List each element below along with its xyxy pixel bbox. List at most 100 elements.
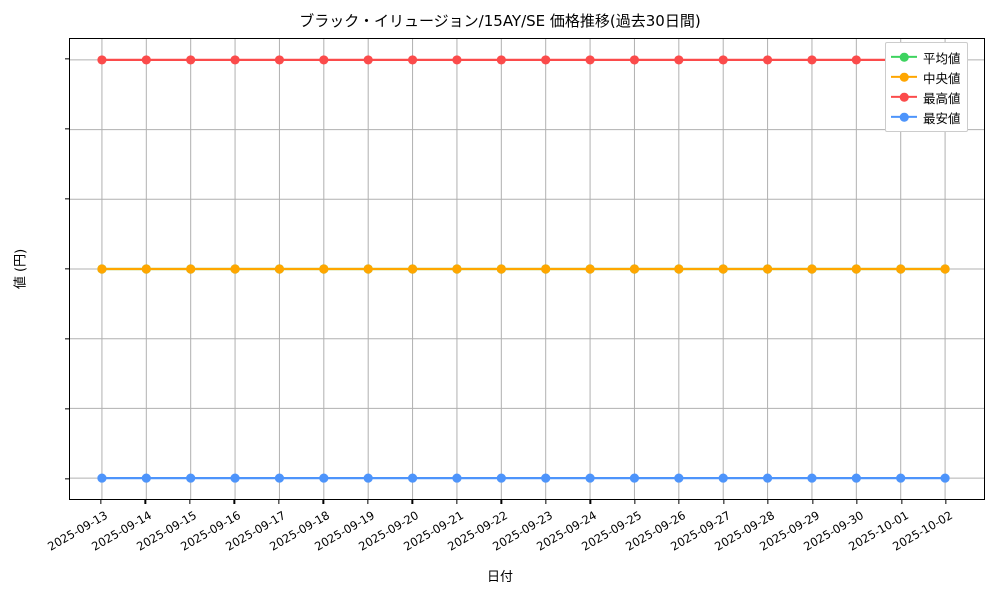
data-point-marker xyxy=(274,55,285,65)
data-point-marker xyxy=(363,264,373,274)
data-point-marker xyxy=(274,473,285,483)
data-point-marker xyxy=(807,264,817,274)
data-point-marker xyxy=(319,264,329,274)
data-point-marker xyxy=(940,473,950,483)
data-point-marker xyxy=(762,473,773,483)
data-point-marker xyxy=(541,473,551,483)
series-3 xyxy=(97,55,950,65)
x-tick-mark xyxy=(367,500,369,504)
chart-title: ブラック・イリュージョン/15AY/SE 価格推移(過去30日間) xyxy=(299,12,701,30)
data-point-marker xyxy=(230,264,240,274)
x-tick-mark xyxy=(144,500,147,504)
data-point-marker xyxy=(363,55,373,65)
data-point-marker xyxy=(230,473,240,483)
data-point-marker xyxy=(674,264,684,274)
data-point-marker xyxy=(319,55,329,65)
x-tick-mark xyxy=(233,500,236,504)
data-point-marker xyxy=(585,264,595,274)
data-point-marker xyxy=(718,473,728,483)
legend-item-4[interactable]: 最安値 xyxy=(891,107,961,127)
data-point-marker xyxy=(629,55,640,65)
x-tick-mark xyxy=(322,500,325,504)
x-tick-mark xyxy=(278,500,280,504)
data-point-marker xyxy=(807,55,817,65)
data-point-marker xyxy=(452,55,462,65)
data-point-marker xyxy=(319,473,329,483)
x-tick-mark xyxy=(900,500,903,504)
x-tick-mark xyxy=(100,500,102,504)
legend-marker-dot xyxy=(899,92,909,102)
legend-item-2[interactable]: 中央値 xyxy=(891,67,961,87)
data-point-marker xyxy=(496,55,506,65)
legend-label: 平均値 xyxy=(923,50,961,66)
y-tick-mark xyxy=(65,408,69,410)
data-point-marker xyxy=(585,473,595,483)
data-point-marker xyxy=(186,473,196,483)
y-tick-mark xyxy=(65,198,69,200)
legend-marker-dot xyxy=(899,112,909,122)
data-series-layer xyxy=(97,55,950,483)
data-point-marker xyxy=(141,473,151,483)
data-point-marker xyxy=(97,473,107,483)
data-point-marker xyxy=(851,55,861,65)
data-point-marker xyxy=(629,264,640,274)
data-point-marker xyxy=(363,473,373,483)
data-point-marker xyxy=(629,473,640,483)
legend-swatch-icon xyxy=(891,70,917,84)
data-point-marker xyxy=(97,264,107,274)
data-point-marker xyxy=(896,473,906,483)
series-2 xyxy=(97,264,950,274)
data-point-marker xyxy=(940,264,950,274)
data-point-marker xyxy=(186,55,196,65)
x-tick-mark xyxy=(411,500,413,504)
data-point-marker xyxy=(452,264,462,274)
data-point-marker xyxy=(674,473,684,483)
y-tick-mark xyxy=(65,338,69,340)
legend-swatch-icon xyxy=(891,90,917,104)
data-point-marker xyxy=(674,55,684,65)
x-tick-mark xyxy=(767,500,769,504)
data-point-marker xyxy=(141,264,151,274)
x-tick-mark xyxy=(545,500,547,504)
legend-item-3[interactable]: 最高値 xyxy=(891,87,961,107)
x-tick-mark xyxy=(500,500,502,504)
data-point-marker xyxy=(896,264,906,274)
x-tick-mark xyxy=(189,500,191,504)
chart-legend[interactable]: 平均値中央値 最高値最安値 xyxy=(885,42,968,132)
legend-marker-dot xyxy=(899,52,909,62)
legend-label: 最安値 xyxy=(923,110,961,126)
legend-swatch-icon xyxy=(891,110,917,124)
data-point-marker xyxy=(718,55,728,65)
data-point-marker xyxy=(807,473,817,483)
legend-marker-dot xyxy=(899,72,909,82)
y-tick-mark xyxy=(65,268,69,270)
y-tick-mark xyxy=(65,58,69,60)
x-axis-label: 日付 xyxy=(486,570,513,585)
data-point-marker xyxy=(452,473,462,483)
data-point-marker xyxy=(97,55,107,65)
data-point-marker xyxy=(407,264,418,274)
data-point-marker xyxy=(496,473,506,483)
data-point-marker xyxy=(718,264,728,274)
legend-label: 中央値 xyxy=(923,70,961,86)
y-axis-tick-labels: 240245250255260265270 xyxy=(0,0,69,600)
data-point-marker xyxy=(541,264,551,274)
x-tick-mark xyxy=(456,500,458,504)
data-point-marker xyxy=(496,264,506,274)
plot-area xyxy=(69,38,985,500)
legend-swatch-icon xyxy=(891,50,917,64)
x-tick-mark xyxy=(945,500,947,504)
data-point-marker xyxy=(230,55,240,65)
data-point-marker xyxy=(762,55,773,65)
data-point-marker xyxy=(141,55,151,65)
x-tick-mark xyxy=(589,500,591,504)
x-tick-mark xyxy=(678,500,680,504)
x-tick-mark xyxy=(634,500,636,504)
legend-item-1[interactable]: 平均値 xyxy=(891,47,961,67)
data-point-marker xyxy=(851,473,861,483)
data-point-marker xyxy=(762,264,773,274)
x-tick-mark xyxy=(722,500,725,504)
data-point-marker xyxy=(407,473,418,483)
data-point-marker xyxy=(407,55,418,65)
